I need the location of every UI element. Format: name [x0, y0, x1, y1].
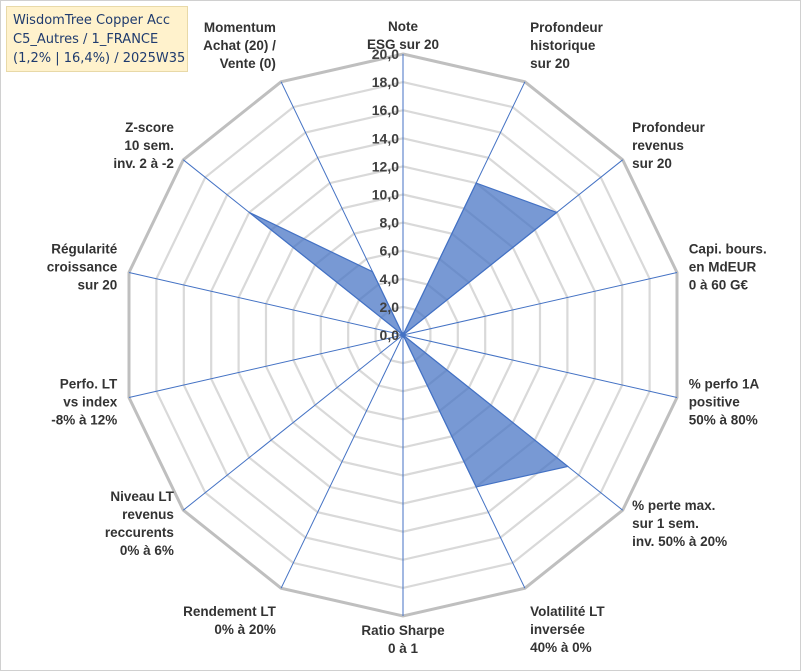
axis-label-line: Régularité: [51, 242, 118, 257]
axis-label-line: 0 à 1: [388, 641, 419, 656]
axis-label: % perte max. sur 1 sem. inv. 50% à 20%: [632, 498, 727, 549]
axis-label-line: Perfo. LT: [60, 376, 118, 391]
radar-tick-labels: 0,0 2,0 4,0 6,0 8,0 10,0 12,0 14,0 16,0 18,0 20,0: [372, 46, 399, 343]
axis-label: Profondeur revenus sur 20: [632, 120, 705, 171]
axis-label-line: % perfo 1A: [689, 376, 760, 391]
axis-label-line: % perte max.: [632, 498, 715, 513]
axis-label-line: revenus: [632, 138, 684, 153]
radar-spoke: [182, 334, 404, 511]
axis-label-line: sur 1 sem.: [632, 516, 699, 531]
tick-label: 0,0: [380, 327, 400, 343]
axis-label: Ratio Sharpe 0 à 1: [361, 623, 445, 656]
tick-label: 6,0: [380, 243, 400, 259]
axis-label-line: inv. 2 à -2: [113, 156, 174, 171]
fund-name: WisdomTree Copper Acc: [13, 13, 171, 28]
axis-label-line: Rendement LT: [183, 604, 277, 619]
axis-label-line: Note: [388, 19, 418, 34]
tick-label: 10,0: [372, 187, 399, 203]
tick-label: 20,0: [372, 46, 399, 62]
axis-label-line: historique: [530, 38, 596, 53]
axis-label-line: sur 20: [632, 156, 672, 171]
axis-label-line: 0% à 6%: [120, 543, 174, 558]
fund-stats: (1,2% | 16,4%) / 2025W35: [13, 51, 186, 66]
radar-axis-labels: Note ESG sur 20 Profondeur historique sur 20…: [47, 19, 767, 656]
axis-label-line: en MdEUR: [689, 260, 757, 275]
axis-label-line: sur 20: [78, 278, 118, 293]
axis-label: Volatilité LT inversée 40% à 0%: [530, 604, 605, 655]
tick-label: 2,0: [380, 299, 400, 315]
axis-label-line: Achat (20) /: [203, 38, 276, 53]
axis-label: Perfo. LT vs index -8% à 12%: [51, 376, 118, 427]
fund-title-box: WisdomTree Copper Acc C5_Autres / 1_FRAN…: [6, 6, 188, 72]
axis-label-line: vs index: [63, 394, 118, 409]
radar-spoke: [402, 334, 678, 398]
axis-label-line: Profondeur: [530, 20, 603, 35]
axis-label-line: 50% à 80%: [689, 412, 758, 427]
tick-label: 12,0: [372, 158, 399, 174]
fund-category: C5_Autres / 1_FRANCE: [13, 32, 159, 47]
axis-label-line: 40% à 0%: [530, 640, 592, 655]
axis-label: Momentum Achat (20) / Vente (0): [203, 20, 276, 71]
axis-label-line: Capi. bours.: [689, 242, 767, 257]
axis-label-line: revenus: [122, 507, 174, 522]
axis-label-line: croissance: [47, 260, 118, 275]
axis-label-line: reccurents: [105, 525, 174, 540]
axis-label-line: inv. 50% à 20%: [632, 534, 727, 549]
axis-label-line: inversée: [530, 622, 585, 637]
axis-label-line: sur 20: [530, 56, 570, 71]
axis-label-line: ESG sur 20: [367, 37, 439, 52]
axis-label-line: positive: [689, 394, 741, 409]
radar-spoke: [128, 334, 404, 398]
axis-label-line: 0 à 60 G€: [689, 278, 749, 293]
axis-label: Capi. bours. en MdEUR 0 à 60 G€: [689, 242, 767, 293]
axis-label: Profondeur historique sur 20: [530, 20, 603, 71]
radar-spoke: [128, 272, 404, 336]
radar-series: [248, 182, 570, 488]
axis-label-line: Ratio Sharpe: [361, 623, 445, 638]
radar-series-area: [248, 182, 570, 488]
axis-label-line: 10 sem.: [124, 138, 174, 153]
axis-label-line: 0% à 20%: [214, 622, 276, 637]
tick-label: 14,0: [372, 130, 399, 146]
axis-label: % perfo 1A positive 50% à 80%: [689, 376, 760, 427]
axis-label: Note ESG sur 20: [367, 19, 439, 52]
radar-spoke: [280, 334, 404, 589]
axis-label-line: Momentum: [204, 20, 276, 35]
axis-label-line: -8% à 12%: [51, 412, 117, 427]
axis-label-line: Volatilité LT: [530, 604, 605, 619]
axis-label: Rendement LT 0% à 20%: [183, 604, 277, 637]
axis-label-line: Profondeur: [632, 120, 705, 135]
radar-spoke: [402, 272, 678, 336]
axis-label-line: Vente (0): [220, 56, 276, 71]
tick-label: 18,0: [372, 74, 399, 90]
tick-label: 8,0: [380, 215, 400, 231]
axis-label-line: Niveau LT: [110, 489, 174, 504]
axis-label-line: Z-score: [125, 120, 174, 135]
axis-label: Z-score 10 sem. inv. 2 à -2: [113, 120, 174, 171]
axis-label: Régularité croissance sur 20: [47, 242, 118, 293]
tick-label: 16,0: [372, 102, 399, 118]
tick-label: 4,0: [380, 271, 400, 287]
axis-label: Niveau LT revenus reccurents 0% à 6%: [105, 489, 175, 558]
